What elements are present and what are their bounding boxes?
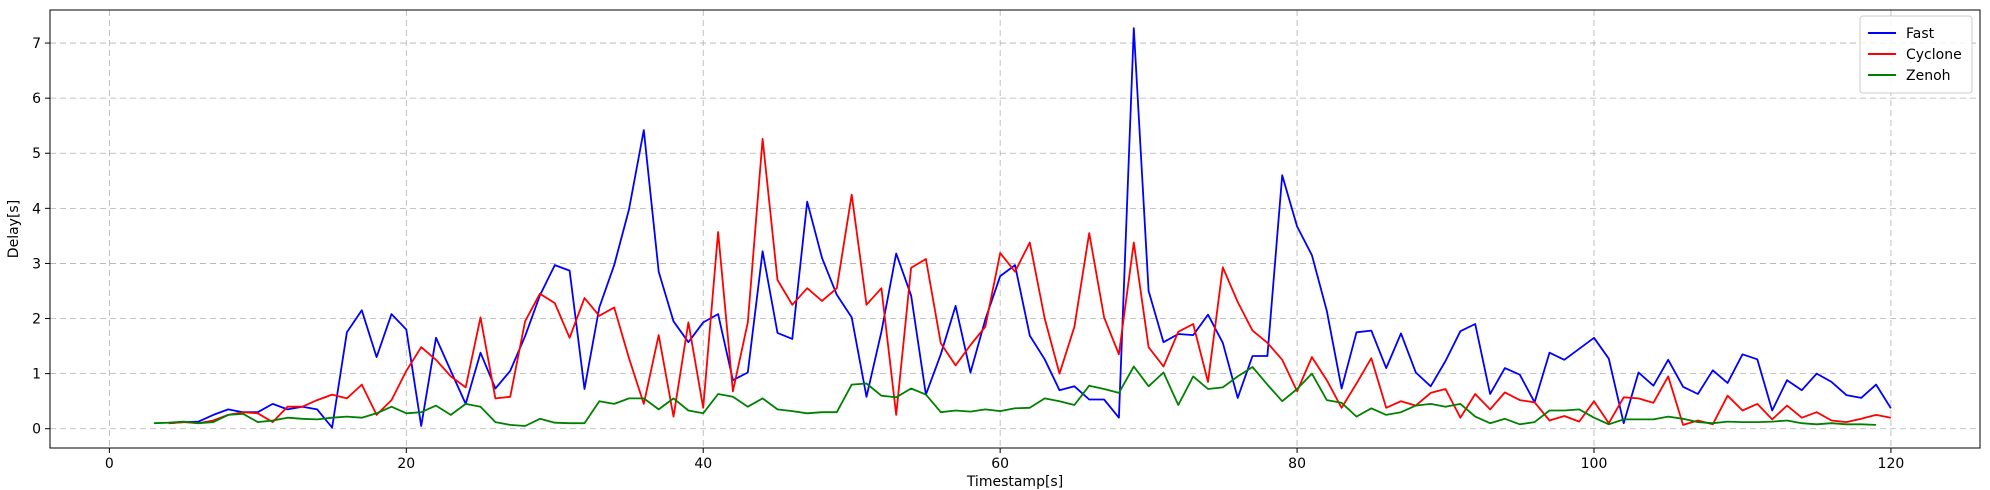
legend-label-cyclone: Cyclone [1906,47,1962,63]
legend-box [1859,15,1973,94]
x-tick-label: 60 [991,456,1009,472]
y-tick-label: 3 [32,256,41,272]
x-tick-label: 40 [694,456,712,472]
series-lines [153,27,1892,429]
x-tick-label: 80 [1288,456,1306,472]
series-line-fast [168,27,1892,429]
legend-label-zenoh: Zenoh [1906,68,1951,84]
x-axis-label: Timestamp[s] [966,474,1063,490]
grid [50,10,1980,448]
y-tick-label: 6 [32,91,41,107]
legend-entries: Fast Cyclone Zenoh [1868,26,1962,84]
plot-frame [49,9,1981,449]
y-tick-label: 5 [32,146,41,162]
legend-label-fast: Fast [1906,26,1935,42]
legend: Fast Cyclone Zenoh [1859,15,1973,94]
y-axis-label: Delay[s] [6,200,22,258]
series-line-zenoh [153,365,1877,427]
y-tick-label: 0 [32,422,41,438]
y-tick-label: 1 [32,367,41,383]
axis-ticks: 0 20 40 60 80 100 120 0 1 2 3 4 5 6 7 [32,36,1904,472]
x-tick-label: 120 [1878,456,1905,472]
x-tick-label: 0 [105,456,114,472]
x-tick-label: 20 [397,456,415,472]
x-tick-label: 100 [1581,456,1608,472]
y-tick-label: 7 [32,36,41,52]
y-tick-label: 4 [32,201,41,217]
y-tick-label: 2 [32,312,41,328]
series-line-cyclone [168,137,1892,426]
